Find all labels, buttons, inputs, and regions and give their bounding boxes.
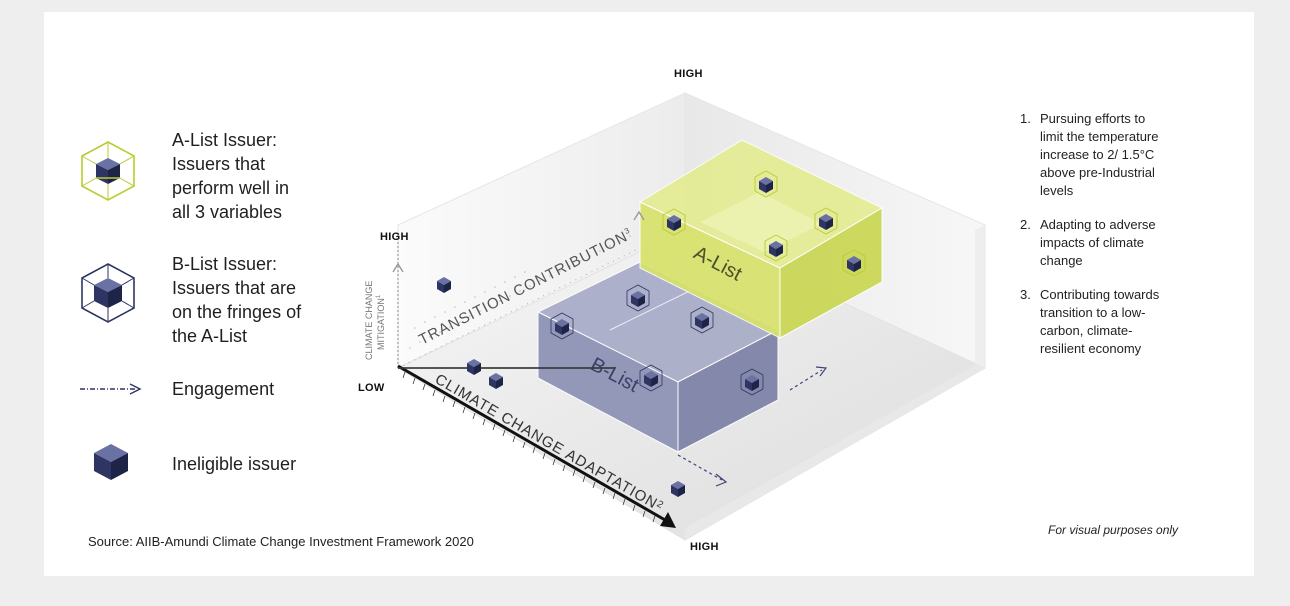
engagement-legend-label: Engagement	[172, 379, 275, 399]
a-list-legend-label: A-List Issuer: Issuers that perform well…	[172, 128, 289, 224]
ineligible-cube	[489, 373, 503, 389]
a-list-front-right	[779, 207, 883, 339]
a-list-line: all 3 variables	[172, 202, 283, 222]
mitigation-axis-label-2: MITIGATION1	[376, 294, 386, 350]
a-list-line: Issuers that	[172, 154, 266, 174]
a-list-box: A-List	[638, 139, 884, 339]
b-list-cube	[626, 284, 650, 312]
disclaimer-note: For visual purposes only	[1048, 523, 1179, 537]
b-list-line: B-List Issuer:	[172, 254, 278, 274]
b-list-line: the A-List	[172, 326, 248, 346]
a-list-cube	[662, 208, 686, 236]
framework-3d-diagram: B-List A-List TRANSITIO	[364, 92, 987, 541]
adaptation-axis	[397, 364, 673, 526]
note-3: 3. Contributing towards transition to a …	[1020, 287, 1160, 356]
ineligible-cube	[671, 481, 685, 497]
note-1: 1. Pursuing efforts to limit the tempera…	[1020, 111, 1159, 198]
a-list-line: perform well in	[172, 178, 290, 198]
b-list-cube	[550, 312, 574, 340]
b-list-cube	[639, 364, 663, 392]
adaptation-ticks	[402, 371, 656, 523]
b-list-legend-label: B-List Issuer: Issuers that are on the f…	[172, 252, 301, 348]
b-list-box: B-List	[536, 261, 780, 453]
axis-high-top: HIGH	[674, 68, 703, 80]
b-list-line: on the fringes of	[172, 302, 302, 322]
axis-low: LOW	[358, 382, 385, 394]
source-caption: Source: AIIB-Amundi Climate Change Inves…	[88, 534, 474, 549]
mitigation-axis-label-1: CLIMATE CHANGE	[364, 281, 374, 360]
note-2: 2. Adapting to adverse impacts of climat…	[1020, 217, 1156, 268]
b-list-cube	[740, 368, 764, 396]
b-list-cube-icon	[81, 263, 135, 323]
ineligible-cube	[437, 277, 451, 293]
ineligible-legend-label: Ineligible issuer	[172, 454, 297, 474]
a-list-line: A-List Issuer:	[172, 130, 278, 150]
a-list-cube-icon	[81, 141, 135, 201]
b-list-cubes	[550, 284, 764, 396]
dotted-grid	[409, 235, 631, 349]
a-list-cube	[814, 207, 838, 235]
b-list-line: Issuers that are	[172, 278, 297, 298]
a-list-cube	[754, 170, 778, 198]
b-list-front-right	[677, 329, 779, 453]
a-list-cube	[842, 249, 866, 277]
b-list-cube	[690, 306, 714, 334]
ineligible-cubes	[437, 277, 685, 497]
axis-high-bottom: HIGH	[690, 541, 719, 553]
ineligible-cube	[467, 359, 481, 375]
a-list-cubes	[662, 170, 866, 277]
adaptation-arrow-head	[660, 512, 676, 528]
ineligible-cube-icon	[94, 444, 128, 480]
engagement-arrows	[677, 366, 828, 487]
axis-high-left: HIGH	[380, 231, 409, 243]
a-list-cube	[764, 234, 788, 262]
engagement-arrow-icon	[80, 383, 142, 395]
